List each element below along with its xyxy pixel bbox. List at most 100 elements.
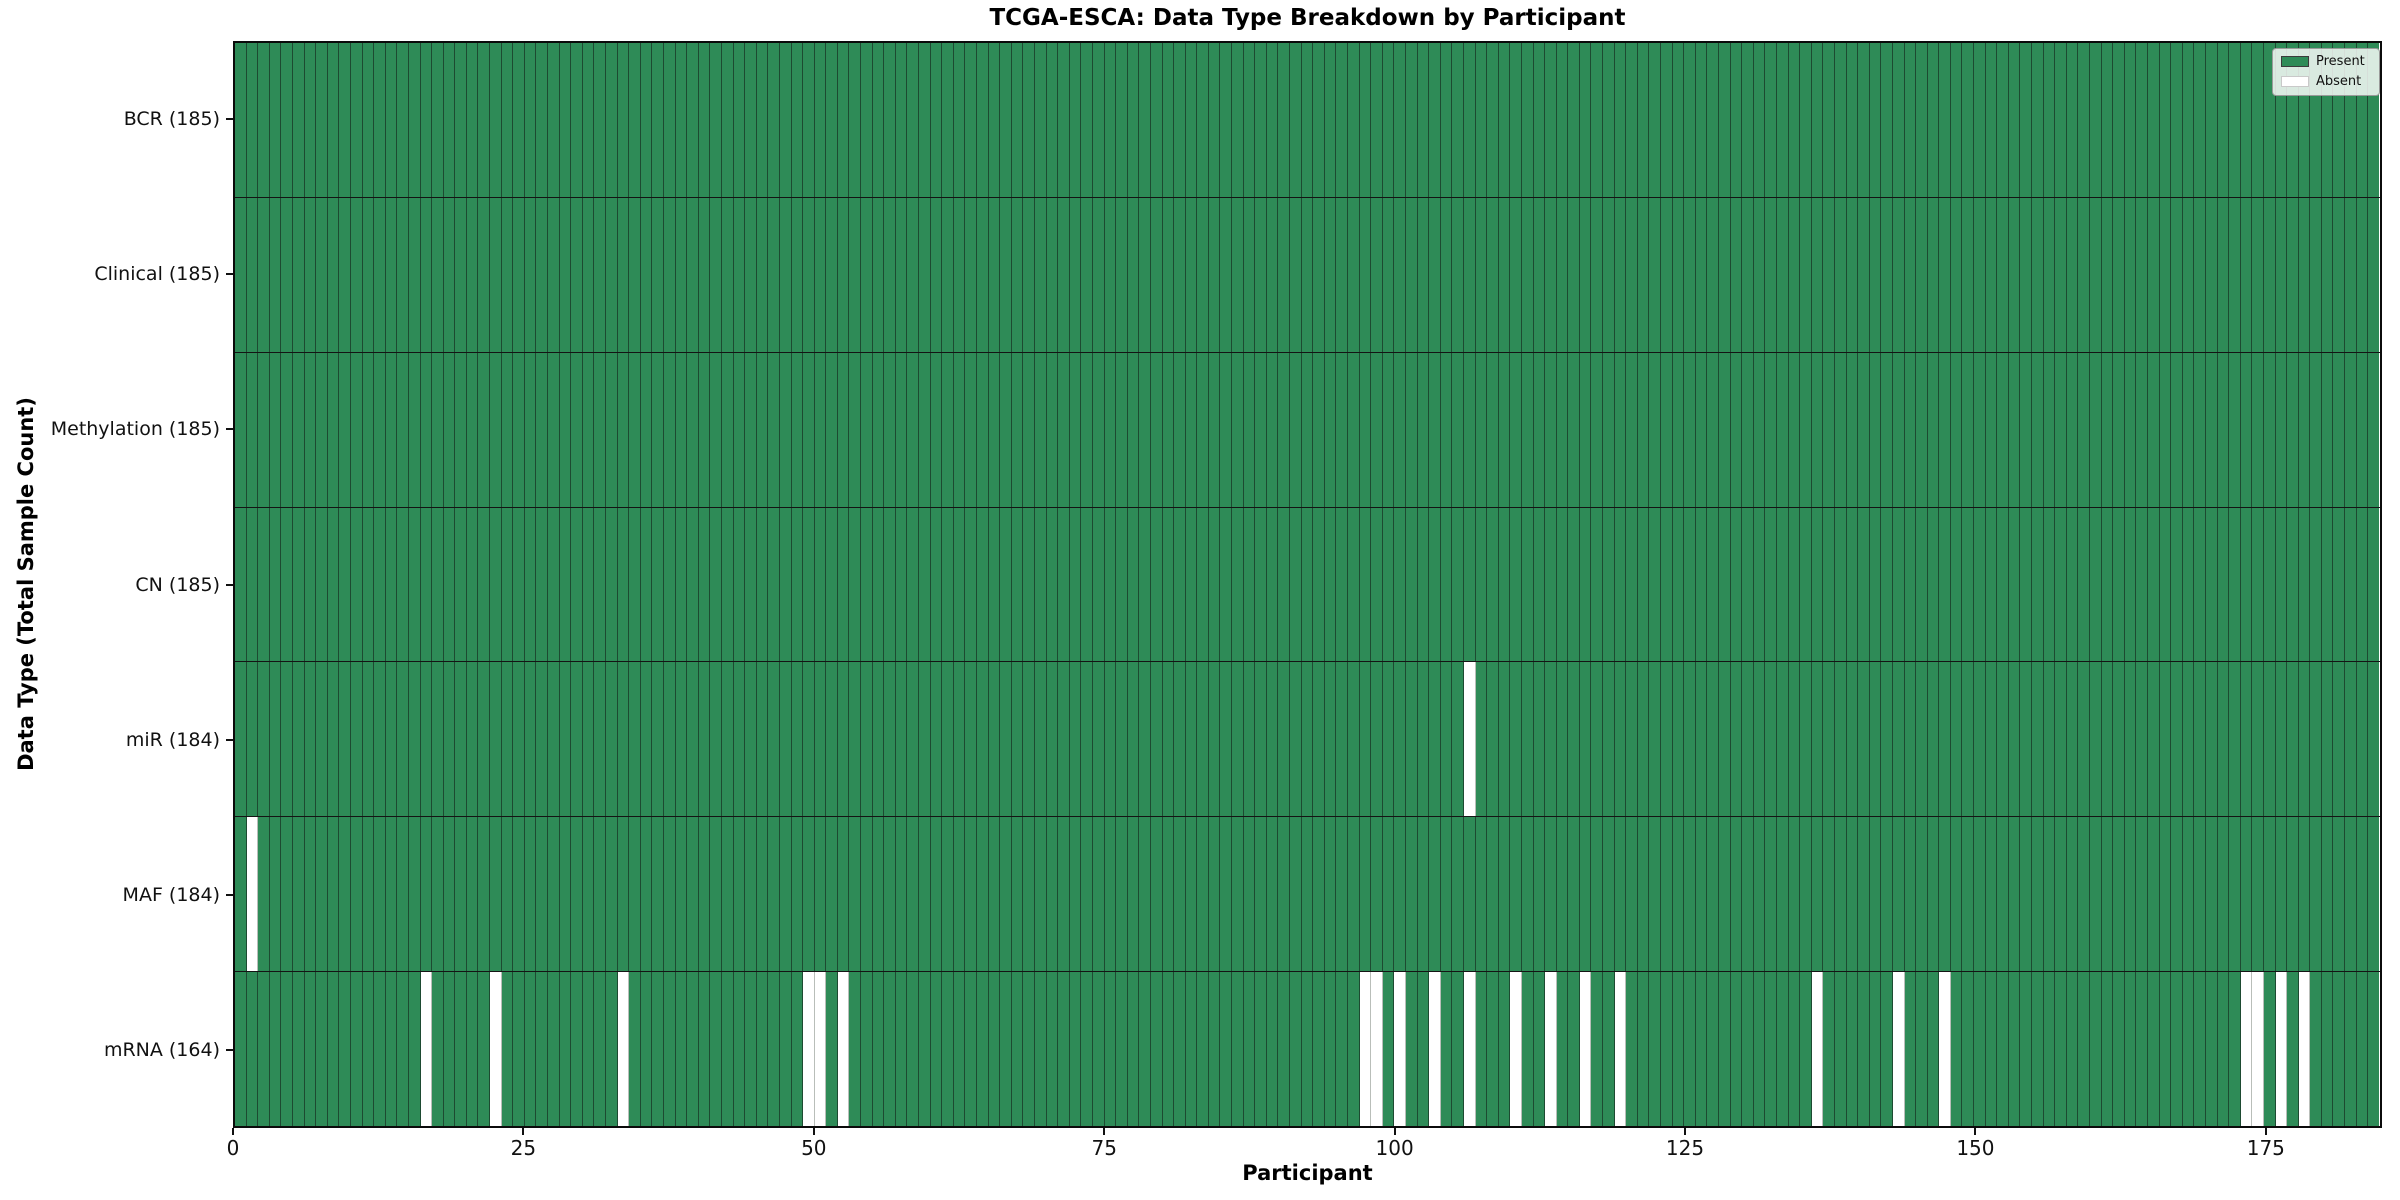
cell-present — [1405, 972, 1418, 1127]
cell-present — [1382, 197, 1395, 352]
cell-present — [861, 43, 873, 197]
cell-present — [884, 43, 896, 197]
cell-present — [1348, 507, 1360, 662]
cell-present — [1962, 972, 1975, 1127]
cell-present — [1174, 817, 1186, 972]
cell-present — [1985, 817, 1998, 972]
cell-present — [1475, 972, 1488, 1127]
cell-present — [2368, 43, 2379, 197]
cell-present — [2321, 662, 2334, 817]
cell-present — [1858, 972, 1870, 1127]
cell-present — [849, 352, 862, 507]
cell-present — [1649, 972, 1662, 1127]
cell-present — [1533, 43, 1546, 197]
cell-present — [1348, 972, 1360, 1127]
cell-present — [2101, 352, 2114, 507]
cell-present — [1243, 352, 1256, 507]
cell-present — [1417, 352, 1430, 507]
cell-present — [524, 972, 537, 1127]
cell-present — [698, 817, 711, 972]
cell-present — [466, 662, 479, 817]
cell-present — [1069, 662, 1082, 817]
cell-present — [2205, 972, 2218, 1127]
cell-present — [803, 43, 815, 197]
cell-present — [1440, 817, 1453, 972]
cell-present — [1603, 817, 1615, 972]
cell-present — [2136, 972, 2148, 1127]
cell-present — [861, 972, 873, 1127]
cell-present — [1116, 662, 1128, 817]
cell-present — [2263, 507, 2276, 662]
y-tick-label: CN (185) — [135, 573, 220, 596]
cell-present — [1023, 817, 1035, 972]
cell-present — [559, 197, 572, 352]
cell-present — [397, 43, 409, 197]
cell-present — [281, 43, 293, 197]
cell-present — [721, 507, 734, 662]
cell-present — [2240, 43, 2253, 197]
cell-present — [362, 817, 375, 972]
cell-present — [1927, 817, 1940, 972]
cell-present — [1208, 197, 1221, 352]
cell-present — [2333, 43, 2346, 197]
cell-present — [1313, 972, 1325, 1127]
cell-present — [2217, 972, 2230, 1127]
cell-present — [1348, 352, 1360, 507]
cell-present — [258, 43, 270, 197]
cell-present — [1301, 507, 1314, 662]
cell-present — [2113, 972, 2125, 1127]
cell-present — [2078, 43, 2090, 197]
cell-present — [1394, 507, 1406, 662]
cell-present — [1672, 197, 1685, 352]
cell-present — [1208, 507, 1221, 662]
cell-present — [872, 43, 885, 197]
cell-present — [1869, 817, 1882, 972]
cell-present — [768, 352, 780, 507]
cell-present — [942, 662, 954, 817]
cell-present — [1359, 352, 1372, 507]
cell-present — [1104, 662, 1117, 817]
cell-present — [1452, 197, 1464, 352]
cell-present — [1614, 352, 1627, 507]
cell-present — [1208, 817, 1221, 972]
cell-present — [1521, 197, 1534, 352]
cell-present — [1776, 507, 1789, 662]
cell-present — [1011, 507, 1024, 662]
cell-present — [548, 507, 560, 662]
cell-present — [1475, 507, 1488, 662]
cell-present — [1950, 972, 1963, 1127]
cell-present — [1278, 352, 1291, 507]
cell-present — [1255, 507, 1267, 662]
cell-present — [837, 817, 850, 972]
cell-present — [2263, 972, 2276, 1127]
cell-present — [2182, 817, 2195, 972]
cell-present — [849, 507, 862, 662]
cell-present — [1371, 662, 1383, 817]
cell-present — [1753, 197, 1766, 352]
cell-present — [2287, 43, 2299, 197]
cell-present — [2356, 197, 2369, 352]
cell-present — [733, 507, 746, 662]
y-tick-label: MAF (184) — [122, 884, 220, 907]
cell-present — [849, 662, 862, 817]
cell-present — [455, 507, 467, 662]
cell-present — [768, 507, 780, 662]
cell-present — [2217, 662, 2230, 817]
cell-present — [907, 352, 920, 507]
cell-present — [953, 352, 966, 507]
cell-present — [513, 817, 525, 972]
cell-present — [1232, 662, 1244, 817]
cell-present — [1950, 43, 1963, 197]
cell-present — [350, 197, 363, 352]
cell-present — [1336, 507, 1348, 662]
cell-present — [582, 972, 595, 1127]
cell-present — [663, 972, 676, 1127]
cell-present — [246, 197, 259, 352]
cell-present — [2032, 662, 2044, 817]
cell-present — [1232, 43, 1244, 197]
cell-present — [1185, 43, 1198, 197]
x-tick-label: 50 — [801, 1136, 827, 1160]
cell-present — [1301, 972, 1314, 1127]
y-tick-label: mRNA (164) — [103, 1039, 220, 1062]
cell-present — [1243, 197, 1256, 352]
